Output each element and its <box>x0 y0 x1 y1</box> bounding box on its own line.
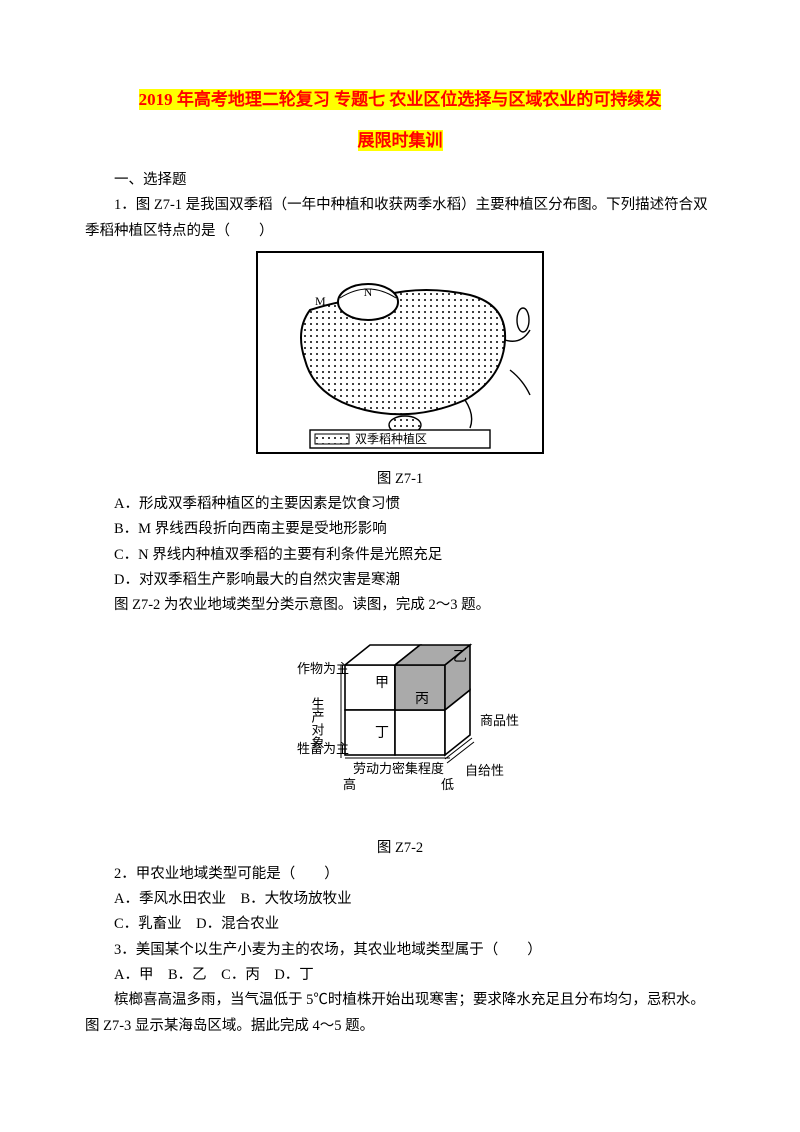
title-text-2: 展限时集训 <box>358 130 443 151</box>
fig1-legend-text: 双季稻种植区 <box>355 431 427 446</box>
q1-opt-d: D．对双季稻生产影响最大的自然灾害是寒潮 <box>85 568 715 593</box>
svg-text:丁: 丁 <box>375 726 389 741</box>
q1-opt-c: C．N 界线内种植双季稻的主要有利条件是光照充足 <box>85 543 715 568</box>
q1-opt-b: B．M 界线西段折向西南主要是受地形影响 <box>85 517 715 542</box>
svg-text:乙: 乙 <box>453 649 467 665</box>
svg-text:自给性: 自给性 <box>465 763 504 778</box>
q2-opts-ab: A．季风水田农业 B．大牧场放牧业 <box>85 887 715 912</box>
fig1-caption: 图 Z7-1 <box>85 467 715 492</box>
page-container: 2019 年高考地理二轮复习 专题七 农业区位选择与区域农业的可持续发 展限时集… <box>0 0 800 1079</box>
cube-z7-2-svg: 甲 乙 丙 丁 作物为主 生产对象 牲畜为主 劳动力密集程度 高 低 商品性 自… <box>255 625 545 825</box>
q2-stem: 2．甲农业地域类型可能是（ ） <box>85 862 715 887</box>
svg-text:商品性: 商品性 <box>480 713 519 728</box>
svg-text:M: M <box>315 294 326 308</box>
svg-text:甲: 甲 <box>375 676 389 691</box>
fig2-caption: 图 Z7-2 <box>85 836 715 861</box>
q1-opt-a: A．形成双季稻种植区的主要因素是饮食习惯 <box>85 492 715 517</box>
q3-stem: 3．美国某个以生产小麦为主的农场，其农业地域类型属于（ ） <box>85 938 715 963</box>
svg-text:低: 低 <box>441 777 454 792</box>
title-line-1: 2019 年高考地理二轮复习 专题七 农业区位选择与区域农业的可持续发 <box>85 85 715 115</box>
svg-text:N: N <box>364 285 373 299</box>
lead-2-3: 图 Z7-2 为农业地域类型分类示意图。读图，完成 2～3 题。 <box>85 593 715 618</box>
q2-opts-cd: C．乳畜业 D．混合农业 <box>85 912 715 937</box>
lead-4-5: 槟榔喜高温多雨，当气温低于 5℃时植株开始出现寒害；要求降水充足且分布均匀，忌积… <box>85 988 715 1039</box>
svg-text:高: 高 <box>343 777 356 792</box>
title-text-1: 2019 年高考地理二轮复习 专题七 农业区位选择与区域农业的可持续发 <box>139 89 662 110</box>
svg-text:劳动力密集程度: 劳动力密集程度 <box>353 761 444 776</box>
figure-1: N M 双季稻种植区 <box>85 250 715 464</box>
q1-stem: 1．图 Z7-1 是我国双季稻（一年中种植和收获两季水稻）主要种植区分布图。下列… <box>85 193 715 244</box>
title-line-2: 展限时集训 <box>85 126 715 156</box>
section-heading: 一、选择题 <box>85 168 715 193</box>
svg-text:丙: 丙 <box>415 692 429 707</box>
q3-opts: A．甲 B．乙 C．丙 D．丁 <box>85 963 715 988</box>
map-z7-1-svg: N M 双季稻种植区 <box>255 250 545 455</box>
figure-2: 甲 乙 丙 丁 作物为主 生产对象 牲畜为主 劳动力密集程度 高 低 商品性 自… <box>85 625 715 834</box>
